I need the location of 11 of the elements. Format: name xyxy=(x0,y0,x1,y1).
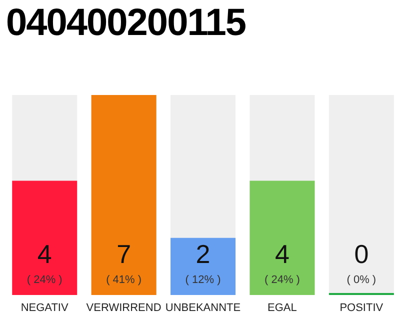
x-tick-label: POSITIV xyxy=(340,302,384,314)
data-label: 7 ( 41% ) xyxy=(106,239,142,286)
data-label: 0 ( 0% ) xyxy=(346,239,376,286)
data-label: 4 ( 24% ) xyxy=(264,239,300,286)
data-label: 4 ( 24% ) xyxy=(26,239,62,286)
x-tick-label: VERWIRREND xyxy=(86,302,162,314)
chart-title: 040400200115 xyxy=(6,2,246,45)
x-tick-label: EGAL xyxy=(268,302,297,314)
x-tick-label: UNBEKANNTE xyxy=(165,302,241,314)
x-tick-label: NEGATIV xyxy=(20,302,69,314)
data-label: 2 ( 12% ) xyxy=(185,239,221,286)
